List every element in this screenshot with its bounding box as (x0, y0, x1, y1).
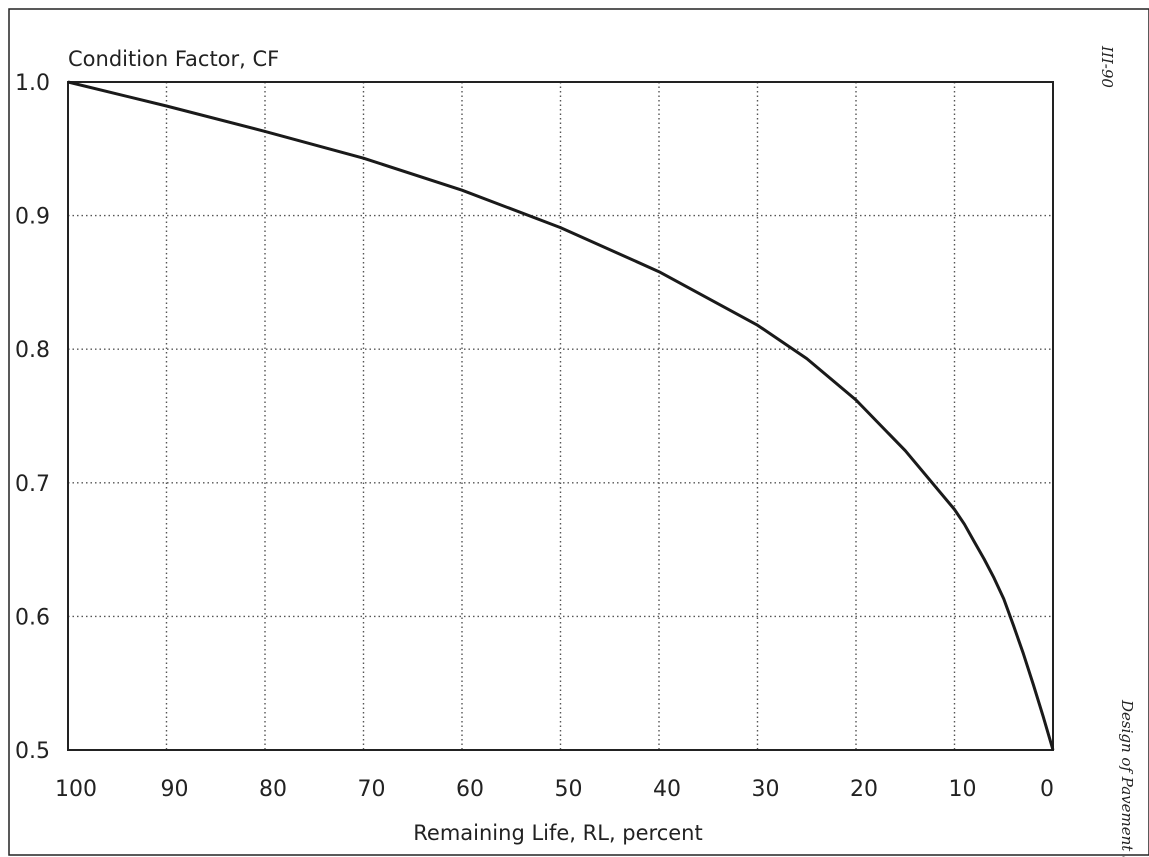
y-tick-label: 0.5 (15, 739, 50, 764)
y-axis-tick-labels: 1.0 0.9 0.8 0.7 0.6 0.5 (15, 71, 50, 764)
x-tick-label: 100 (55, 777, 97, 802)
x-tick-label: 50 (555, 777, 583, 802)
chart-title: Condition Factor, CF (68, 47, 279, 71)
x-tick-label: 20 (850, 777, 878, 802)
x-tick-label: 90 (161, 777, 189, 802)
x-tick-label: 0 (1040, 777, 1054, 802)
x-tick-label: 60 (456, 777, 484, 802)
x-tick-label: 80 (259, 777, 287, 802)
y-tick-label: 0.8 (15, 338, 50, 363)
running-title: Design of Pavement St (1118, 699, 1136, 857)
condition-factor-curve (67, 80, 1055, 751)
x-tick-label: 40 (653, 777, 681, 802)
plot-area-border (67, 81, 1054, 751)
outer-border (8, 8, 1149, 856)
y-tick-label: 1.0 (15, 71, 50, 96)
x-tick-label: 10 (949, 777, 977, 802)
y-tick-label: 0.9 (15, 205, 50, 230)
y-tick-label: 0.6 (15, 605, 50, 630)
x-axis-label: Remaining Life, RL, percent (413, 821, 702, 845)
grid-lines (68, 82, 1053, 750)
y-tick-label: 0.7 (15, 472, 50, 497)
x-tick-label: 70 (358, 777, 386, 802)
x-tick-label: 30 (752, 777, 780, 802)
page-number: III-90 (1098, 45, 1116, 88)
x-axis-tick-labels: 100 90 80 70 60 50 40 30 20 10 0 (55, 777, 1054, 802)
